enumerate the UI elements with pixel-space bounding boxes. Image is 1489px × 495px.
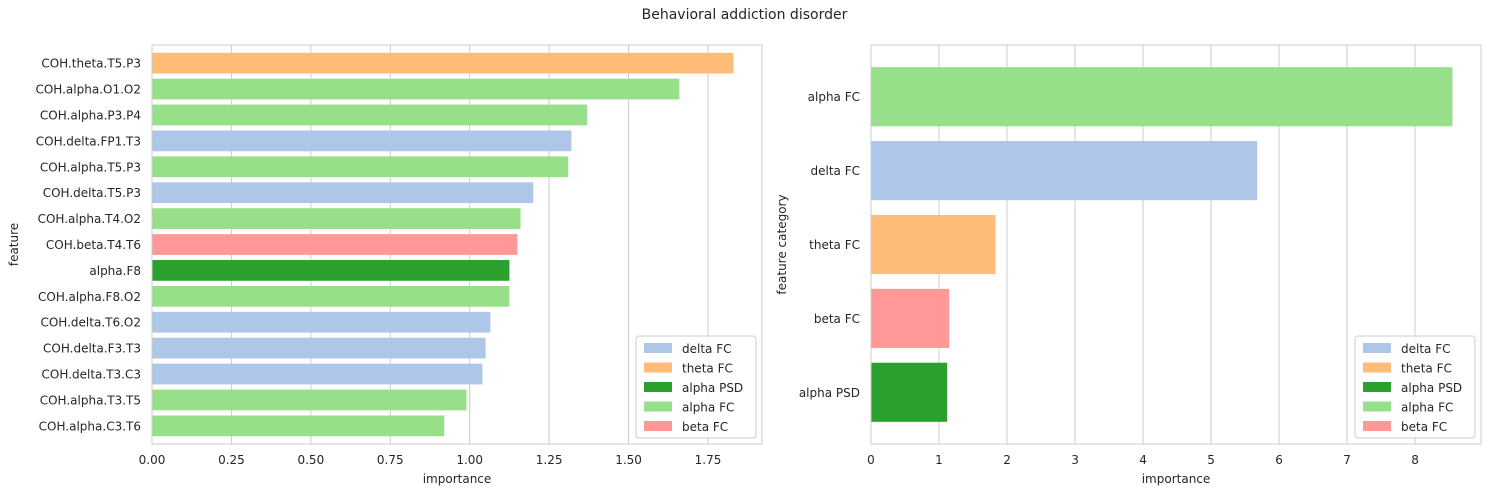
x-tick-label: 0.50 [297, 453, 324, 467]
y-tick-label: delta FC [811, 164, 861, 178]
bar [152, 260, 510, 281]
legend-swatch [1363, 421, 1391, 431]
bar [152, 234, 518, 255]
bar [871, 67, 1453, 127]
x-tick-label: 6 [1275, 453, 1283, 467]
legend-swatch [644, 401, 672, 412]
bar [871, 214, 996, 275]
x-tick-label: 0.75 [377, 453, 404, 467]
legend-label: beta FC [682, 420, 728, 434]
x-tick-label: 1 [935, 453, 943, 467]
bar [152, 337, 486, 359]
x-tick-label: 0 [867, 453, 875, 467]
x-tick-label: 2 [1003, 453, 1011, 467]
bar [152, 311, 491, 333]
bar [152, 208, 521, 229]
legend-label: alpha PSD [1401, 381, 1462, 395]
x-axis-label: importance [423, 472, 492, 486]
legend-label: theta FC [682, 362, 733, 376]
bar [152, 363, 483, 385]
legend: delta FC theta FC alpha PSD alpha FC beta FC [1354, 335, 1476, 439]
bar [152, 415, 445, 437]
bar [152, 52, 734, 74]
figure-title: Behavioral addiction disorder [641, 7, 848, 23]
y-tick-label: COH.alpha.T5.P3 [40, 160, 141, 174]
bar [152, 104, 588, 126]
x-tick-label: 1.25 [536, 453, 563, 467]
chart-2: alpha FC delta FC theta FC beta FC alpha PSD… [775, 44, 1482, 486]
y-tick-label: COH.delta.T6.O2 [40, 316, 141, 330]
axes-frame [870, 44, 1482, 445]
x-tick-label: 8 [1411, 453, 1419, 467]
y-tick-label: theta FC [809, 238, 860, 252]
x-tick-label: 1.00 [456, 453, 483, 467]
legend-swatch [644, 362, 672, 373]
y-tick-label: COH.alpha.C3.T6 [39, 419, 141, 433]
bar [871, 362, 948, 422]
legend-frame [1354, 335, 1476, 439]
y-tick-label: COH.beta.T4.T6 [46, 238, 141, 252]
bar [871, 141, 1258, 201]
legend-label: theta FC [1401, 362, 1452, 376]
bar [152, 285, 510, 307]
legend-label: delta FC [1401, 342, 1451, 356]
bar [152, 130, 572, 152]
bar [871, 288, 950, 348]
bar [152, 156, 569, 178]
y-tick-label: COH.alpha.P3.P4 [40, 108, 141, 122]
y-tick-label: COH.alpha.T4.O2 [38, 212, 141, 226]
bar [152, 182, 534, 204]
legend-swatch [644, 382, 672, 392]
x-tick-label: 0.00 [139, 453, 166, 467]
y-tick-label: alpha FC [808, 90, 860, 104]
y-axis-label: feature category [775, 194, 789, 294]
legend-frame [635, 335, 757, 439]
legend-swatch [1363, 343, 1391, 353]
y-tick-label: COH.delta.T3.C3 [42, 368, 141, 382]
x-tick-label: 0.25 [218, 453, 245, 467]
y-tick-label: COH.alpha.T3.T5 [40, 393, 141, 407]
legend-swatch [1363, 362, 1391, 373]
y-tick-label: beta FC [814, 312, 860, 326]
y-tick-label: COH.alpha.F8.O2 [38, 290, 141, 304]
x-tick-label: 1.75 [695, 453, 722, 467]
x-axis-label: importance [1142, 472, 1211, 486]
legend-label: alpha FC [682, 401, 734, 415]
y-tick-label: COH.delta.FP1.T3 [36, 134, 141, 148]
x-tick-label: 1.50 [615, 453, 642, 467]
y-tick-label: alpha PSD [799, 386, 860, 400]
legend-label: delta FC [682, 342, 732, 356]
y-tick-label: COH.delta.T5.P3 [43, 186, 141, 200]
axes-frame [151, 44, 763, 445]
bar [152, 78, 680, 100]
legend-swatch [644, 343, 672, 353]
y-tick-label: alpha.F8 [89, 264, 141, 278]
legend-swatch [1363, 401, 1391, 412]
y-tick-label: COH.theta.T5.P3 [41, 57, 141, 71]
x-tick-label: 5 [1207, 453, 1215, 467]
y-tick-label: COH.delta.F3.T3 [43, 342, 141, 356]
legend: delta FC theta FC alpha PSD alpha FC beta FC [635, 335, 757, 439]
legend-label: alpha PSD [682, 381, 743, 395]
x-tick-label: 4 [1139, 453, 1147, 467]
legend-swatch [644, 421, 672, 431]
x-tick-label: 3 [1071, 453, 1079, 467]
bar [152, 389, 467, 411]
y-axis-label: feature [7, 223, 21, 266]
chart-1: COH.theta.T5.P3 COH.alpha.O1.O2 COH.alpha.… [7, 44, 763, 486]
legend-label: alpha FC [1401, 401, 1453, 415]
legend-swatch [1363, 382, 1391, 392]
y-tick-label: COH.alpha.O1.O2 [35, 83, 141, 97]
legend-label: beta FC [1401, 420, 1447, 434]
x-tick-label: 7 [1343, 453, 1351, 467]
